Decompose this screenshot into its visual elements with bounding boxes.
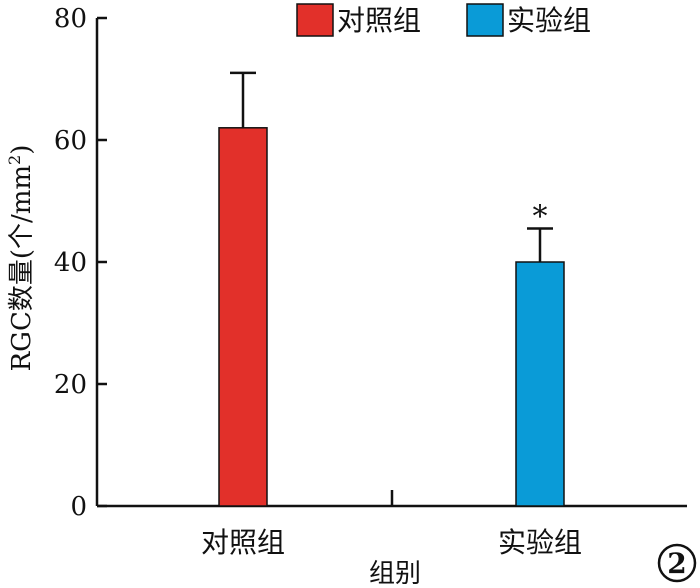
legend-swatch: [296, 3, 334, 37]
bar: [515, 261, 565, 507]
y-tick-label: 0: [70, 492, 87, 522]
y-axis-title: RGC数量(个/mm2): [5, 145, 37, 372]
y-tick-label: 80: [54, 4, 87, 34]
panel-number: 2: [667, 547, 686, 580]
legend: 对照组 实验组: [296, 3, 591, 37]
y-axis: 0 20 40 60 80: [54, 4, 107, 522]
bars-group: *: [218, 71, 565, 507]
legend-label: 实验组: [507, 4, 591, 37]
bar: [218, 127, 268, 507]
y-tick-label: 60: [54, 126, 87, 156]
y-tick-label: 20: [54, 370, 87, 400]
x-tick-label: 对照组: [201, 526, 285, 559]
legend-swatch: [466, 3, 504, 37]
x-axis-title: 组别: [369, 559, 421, 588]
significance-marker: *: [533, 199, 548, 234]
x-axis: 对照组 实验组: [97, 490, 687, 559]
legend-label: 对照组: [337, 4, 421, 37]
x-tick-label: 实验组: [498, 526, 582, 559]
y-tick-label: 40: [54, 248, 87, 278]
panel-number-badge: 2: [657, 543, 697, 583]
